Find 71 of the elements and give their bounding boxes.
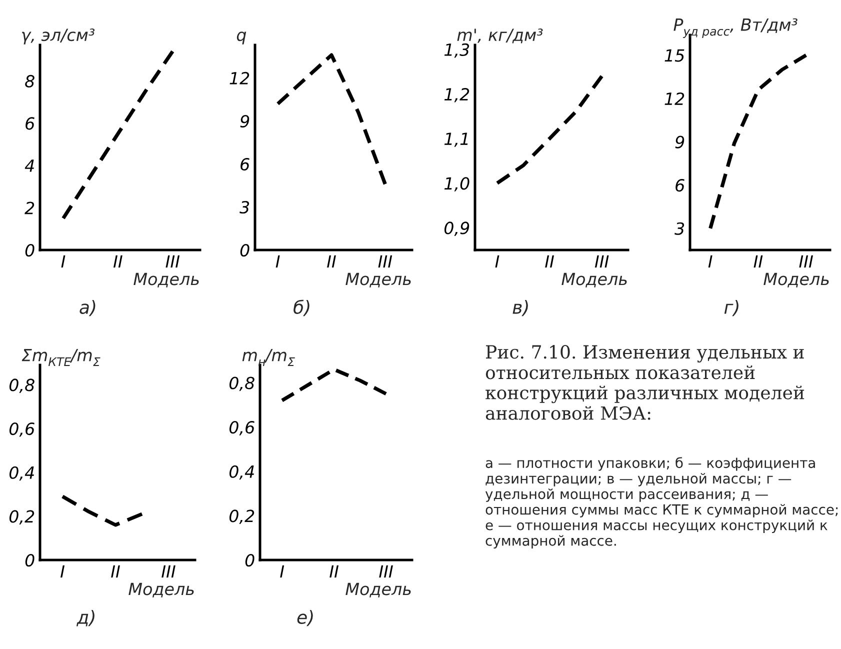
text: а — плотности упаковки; б — коэффициента дезинтеграции; в — удельной массы; г — удельной мощности рассеивания; д — отношения суммы масс КТЕ к суммарной массе; е — отношения массы несущих конструкций к суммарной массе. <box>485 457 838 549</box>
x-axis-title: Модель <box>346 272 411 288</box>
text: Рис. 7.10. Изменения удельных и относительных показателей конструкций различных моделей аналоговой МЭА: <box>486 345 804 420</box>
y-axis-title: m', кг/дм³ <box>457 28 543 44</box>
x-tick-label: III <box>166 255 180 268</box>
y-tick-label: 0 <box>240 244 250 257</box>
y-tick-label: 0,2 <box>9 510 34 524</box>
x-axis-title: Модель <box>562 272 627 288</box>
x-tick-label: I <box>280 565 284 578</box>
text: г) <box>724 300 738 316</box>
y-tick-label: 15 <box>664 49 684 62</box>
y-tick-label: 6 <box>676 179 684 192</box>
line-series <box>495 74 604 185</box>
y-tick-label: 4 <box>24 160 34 172</box>
y-tick-label: 0,8 <box>9 378 34 393</box>
text: в) <box>512 300 528 316</box>
x-tick-label: III <box>378 255 392 268</box>
x-tick-label: III <box>594 255 609 268</box>
x-tick-label: II <box>113 255 122 268</box>
y-tick-label: 8 <box>25 74 34 88</box>
y-tick-label: 1,2 <box>444 88 470 102</box>
y-tick-label: 0 <box>25 244 34 257</box>
x-tick-label: II <box>545 255 554 268</box>
y-tick-label: 0,9 <box>444 222 470 236</box>
x-tick-label: III <box>162 565 176 578</box>
y-tick-label: 0,8 <box>229 376 254 391</box>
y-tick-label: 1,1 <box>444 132 468 147</box>
x-axis-title: Модель <box>346 582 411 598</box>
x-axis-title: Модель <box>128 582 194 598</box>
x-tick-label: II <box>111 565 120 578</box>
y-tick-label: 9 <box>675 136 684 148</box>
y-tick-label: 2 <box>24 202 34 214</box>
x-tick-label: II <box>327 255 336 268</box>
x-tick-label: I <box>276 255 280 268</box>
text: б) <box>294 300 310 316</box>
y-axis-title: q <box>236 32 246 44</box>
x-tick-label: III <box>799 255 813 268</box>
line-series <box>708 53 808 230</box>
line-series <box>280 368 388 402</box>
text: а) <box>80 300 96 316</box>
y-axis-title: γ, эл/см³ <box>22 28 95 44</box>
text: д) <box>76 610 94 626</box>
line-series <box>276 53 387 186</box>
y-tick-label: 1,0 <box>444 177 470 192</box>
y-tick-label: 6 <box>240 158 250 171</box>
text: е) <box>297 610 313 626</box>
x-tick-label: III <box>379 565 393 578</box>
y-tick-label: 3 <box>240 200 250 214</box>
y-tick-label: 1,3 <box>444 43 470 58</box>
line-series <box>60 494 144 527</box>
y-tick-label: 6 <box>26 117 34 130</box>
x-tick-label: II <box>754 255 763 268</box>
y-tick-label: 12 <box>664 92 684 105</box>
y-tick-label: 0,6 <box>229 421 254 436</box>
line-series <box>61 50 174 220</box>
y-tick-label: 9 <box>240 114 250 128</box>
x-tick-label: I <box>60 565 65 578</box>
y-tick-label: 0,2 <box>229 510 254 524</box>
y-tick-label: 0,6 <box>9 422 34 437</box>
y-tick-label: 0,4 <box>229 465 254 480</box>
x-axis-title: Модель <box>764 272 829 288</box>
x-tick-label: I <box>708 255 712 268</box>
x-axis-title: Модель <box>134 272 199 288</box>
y-tick-label: 0,4 <box>9 466 34 481</box>
y-tick-label: 3 <box>674 222 684 235</box>
y-tick-label: 0 <box>245 554 254 567</box>
y-tick-label: 0 <box>25 554 34 567</box>
y-tick-label: 12 <box>230 72 250 84</box>
x-tick-label: II <box>330 565 339 578</box>
x-tick-label: I <box>61 255 66 268</box>
x-tick-label: I <box>495 255 500 268</box>
